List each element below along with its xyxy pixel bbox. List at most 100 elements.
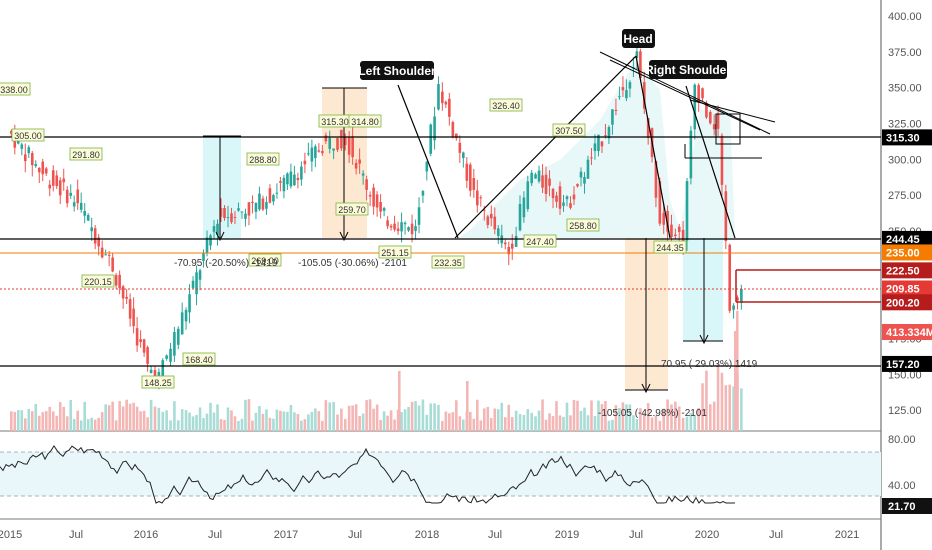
svg-text:307.50: 307.50 xyxy=(555,126,583,136)
candle-body xyxy=(72,202,76,207)
candle-callout: 305.00 xyxy=(11,128,45,142)
candle-body xyxy=(685,181,689,241)
volume-bar xyxy=(500,402,504,431)
volume-bar xyxy=(275,409,279,431)
volume-bar xyxy=(153,406,157,431)
volume-bar xyxy=(226,407,230,431)
volume-bar xyxy=(114,420,118,431)
candle-body xyxy=(451,122,455,137)
volume-bar xyxy=(400,412,403,431)
candle-callout: 247.40 xyxy=(523,234,557,248)
volume-bar xyxy=(705,370,708,431)
svg-text:338.00: 338.00 xyxy=(0,85,28,95)
candle-body xyxy=(681,229,685,246)
candle-callout: 220.15 xyxy=(81,274,115,288)
volume-bar xyxy=(361,413,365,431)
volume-bar xyxy=(303,419,307,431)
x-tick: 2019 xyxy=(555,529,579,541)
candle-body xyxy=(265,202,268,209)
volume-bar xyxy=(261,413,265,431)
volume-bar xyxy=(579,410,583,431)
volume-bar xyxy=(268,417,272,431)
candle-body xyxy=(176,328,180,345)
volume-bar xyxy=(86,419,90,431)
candle-body xyxy=(740,288,743,304)
volume-bar xyxy=(593,415,597,431)
volume-bar xyxy=(90,417,93,431)
volume-bar xyxy=(219,419,223,431)
volume-bar xyxy=(632,415,635,431)
volume-bar xyxy=(139,411,142,431)
volume-bar xyxy=(569,415,572,431)
price-tick: 275.00 xyxy=(888,190,922,202)
candle-body xyxy=(396,228,400,232)
volume-bar xyxy=(44,411,48,431)
volume-bar xyxy=(265,409,268,431)
volume-bar xyxy=(389,410,393,431)
volume-bar xyxy=(510,417,514,431)
volume-bar xyxy=(358,415,361,431)
price-label: 235.00 xyxy=(882,244,932,261)
volume-bar xyxy=(202,418,205,431)
measure4-head xyxy=(699,334,709,345)
volume-bar xyxy=(272,418,275,431)
svg-text:21.70: 21.70 xyxy=(888,501,916,513)
candle-body xyxy=(572,194,576,200)
candle-body xyxy=(69,192,73,196)
volume-bar xyxy=(548,413,551,431)
volume-bar xyxy=(658,420,662,431)
volume-bar xyxy=(654,415,658,431)
volume-bar xyxy=(240,418,244,431)
candle-body xyxy=(569,203,572,208)
candle-body xyxy=(666,210,669,232)
candle-body xyxy=(343,136,347,146)
candle-body xyxy=(732,305,735,310)
volume-bar xyxy=(583,407,586,431)
volume-bar xyxy=(83,401,86,431)
volume-bar xyxy=(195,414,198,431)
svg-text:314.80: 314.80 xyxy=(351,117,379,127)
candle-callout: 251.15 xyxy=(378,245,412,259)
candle-body xyxy=(55,175,59,187)
volume-bar xyxy=(455,400,458,431)
candle-body xyxy=(628,82,632,89)
candle-body xyxy=(393,223,396,230)
candle-body xyxy=(97,237,100,247)
candle-body xyxy=(736,297,739,301)
volume-bar xyxy=(310,411,314,431)
volume-bar xyxy=(324,400,328,431)
candle-body xyxy=(191,280,195,288)
volume-bar xyxy=(734,331,737,431)
volume-bar xyxy=(216,404,219,431)
volume-bar xyxy=(646,403,650,431)
volume-bar xyxy=(479,420,483,431)
candle-body xyxy=(230,213,233,223)
candle-body xyxy=(709,112,712,124)
measure3-head xyxy=(641,383,651,394)
svg-text:168.40: 168.40 xyxy=(185,355,213,365)
volume-bar xyxy=(433,403,436,431)
volume-bar xyxy=(93,419,97,431)
volume-bar xyxy=(398,371,401,431)
candle-body xyxy=(261,198,265,210)
candle-callout: 168.40 xyxy=(182,352,216,366)
volume-bar xyxy=(444,411,448,431)
volume-bar xyxy=(251,420,254,431)
volume-bar xyxy=(469,411,472,431)
candle-callout: 291.80 xyxy=(69,147,103,161)
candle-body xyxy=(472,178,476,190)
volume-bar xyxy=(79,420,83,431)
candle-body xyxy=(654,161,658,198)
candle-body xyxy=(223,207,226,219)
volume-bar xyxy=(176,420,180,431)
candle-body xyxy=(146,347,149,364)
svg-text:220.15: 220.15 xyxy=(84,277,112,287)
candle-body xyxy=(526,181,530,209)
candle-callout: 288.80 xyxy=(246,152,280,166)
candle-body xyxy=(358,159,361,164)
pattern-fill xyxy=(400,60,735,238)
candle-body xyxy=(347,137,351,155)
volume-bar xyxy=(458,416,462,431)
